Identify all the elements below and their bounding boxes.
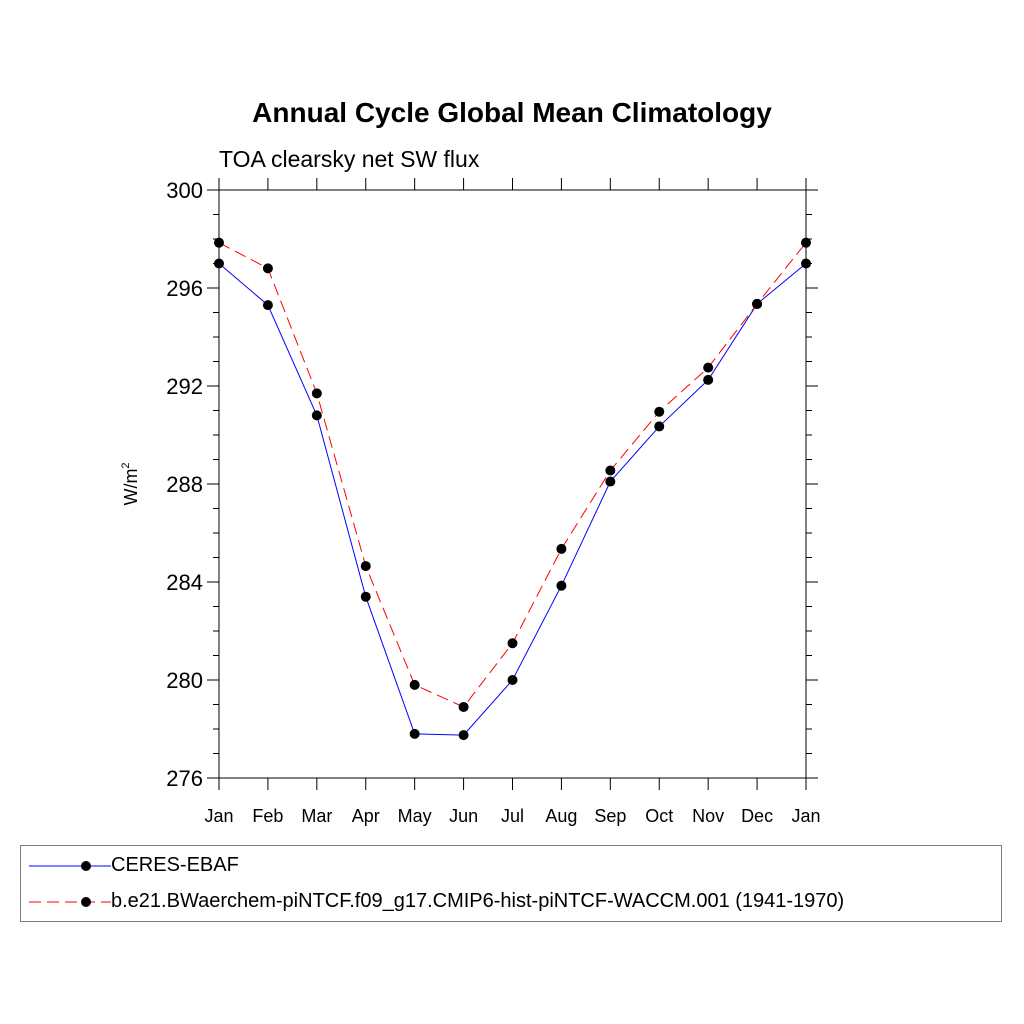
legend-label-ceres: CERES-EBAF xyxy=(111,854,239,876)
data-point-1 xyxy=(458,701,469,712)
chart-subtitle: TOA clearsky net SW flux xyxy=(219,146,480,172)
data-point-1 xyxy=(605,465,616,476)
x-tick-label: Sep xyxy=(594,806,626,826)
data-point-1 xyxy=(409,679,420,690)
y-axis-title: W/m2 xyxy=(120,462,141,505)
x-tick-label: Mar xyxy=(301,806,332,826)
data-point-0 xyxy=(409,728,420,739)
data-point-0 xyxy=(507,675,518,685)
plot-frame xyxy=(218,189,807,779)
y-tick-label: 288 xyxy=(166,472,203,497)
series-line-0 xyxy=(218,263,807,736)
x-tick-label: Jan xyxy=(204,806,233,826)
data-point-0 xyxy=(654,421,665,432)
data-point-1 xyxy=(556,543,567,554)
data-point-1 xyxy=(214,237,224,248)
legend: CERES-EBAF b.e21.BWaerchem-piNTCF.f09_g1… xyxy=(20,845,1002,922)
chart: Annual Cycle Global Mean Climatology TOA… xyxy=(120,97,821,826)
data-point-1 xyxy=(262,263,273,274)
data-point-0 xyxy=(605,476,616,487)
y-tick-label: 296 xyxy=(166,276,203,301)
data-point-0 xyxy=(556,580,567,591)
data-point-1 xyxy=(703,362,714,373)
data-point-1 xyxy=(801,237,811,248)
x-tick-label: Nov xyxy=(692,806,724,826)
data-point-0 xyxy=(214,258,224,269)
y-tick-label: 292 xyxy=(166,374,203,399)
x-tick-label: Dec xyxy=(741,806,773,826)
y-axis-title-sup: 2 xyxy=(120,462,132,468)
x-tick-label: Jul xyxy=(501,806,524,826)
legend-item-model: b.e21.BWaerchem-piNTCF.f09_g17.CMIP6-his… xyxy=(21,887,1001,917)
legend-item-ceres: CERES-EBAF xyxy=(21,851,1001,881)
legend-swatch-model xyxy=(29,897,111,907)
x-tick-label: Feb xyxy=(252,806,283,826)
x-tick-label: Oct xyxy=(645,806,673,826)
legend-label-model: b.e21.BWaerchem-piNTCF.f09_g17.CMIP6-his… xyxy=(111,890,845,912)
data-point-0 xyxy=(458,730,469,741)
y-tick-label: 276 xyxy=(166,766,203,791)
svg-text:W/m2: W/m2 xyxy=(120,462,141,505)
x-tick-label: Jan xyxy=(791,806,820,826)
data-point-0 xyxy=(360,591,371,602)
chart-title: Annual Cycle Global Mean Climatology xyxy=(252,97,772,128)
data-point-1 xyxy=(360,561,371,572)
y-axis-title-main: W/m xyxy=(121,469,141,506)
data-point-0 xyxy=(703,374,714,385)
data-point-0 xyxy=(262,300,273,311)
x-tick-label: Jun xyxy=(449,806,478,826)
data-point-0 xyxy=(801,258,811,269)
x-tick-label: May xyxy=(398,806,432,826)
x-tick-label: Aug xyxy=(545,806,577,826)
y-tick-label: 300 xyxy=(166,178,203,203)
data-point-1 xyxy=(752,298,763,309)
y-tick-label: 284 xyxy=(166,570,203,595)
y-tick-label: 280 xyxy=(166,668,203,693)
x-tick-label: Apr xyxy=(352,806,380,826)
series-line-1 xyxy=(218,242,807,708)
data-point-1 xyxy=(654,406,665,417)
data-point-1 xyxy=(507,638,518,649)
data-point-0 xyxy=(311,410,322,421)
plot-area: Jan Feb Mar Apr May Jun Jul Aug Sep Oct Nov Dec Jan2… xyxy=(166,178,821,826)
data-point-1 xyxy=(311,388,322,399)
legend-swatch-ceres xyxy=(29,861,111,871)
